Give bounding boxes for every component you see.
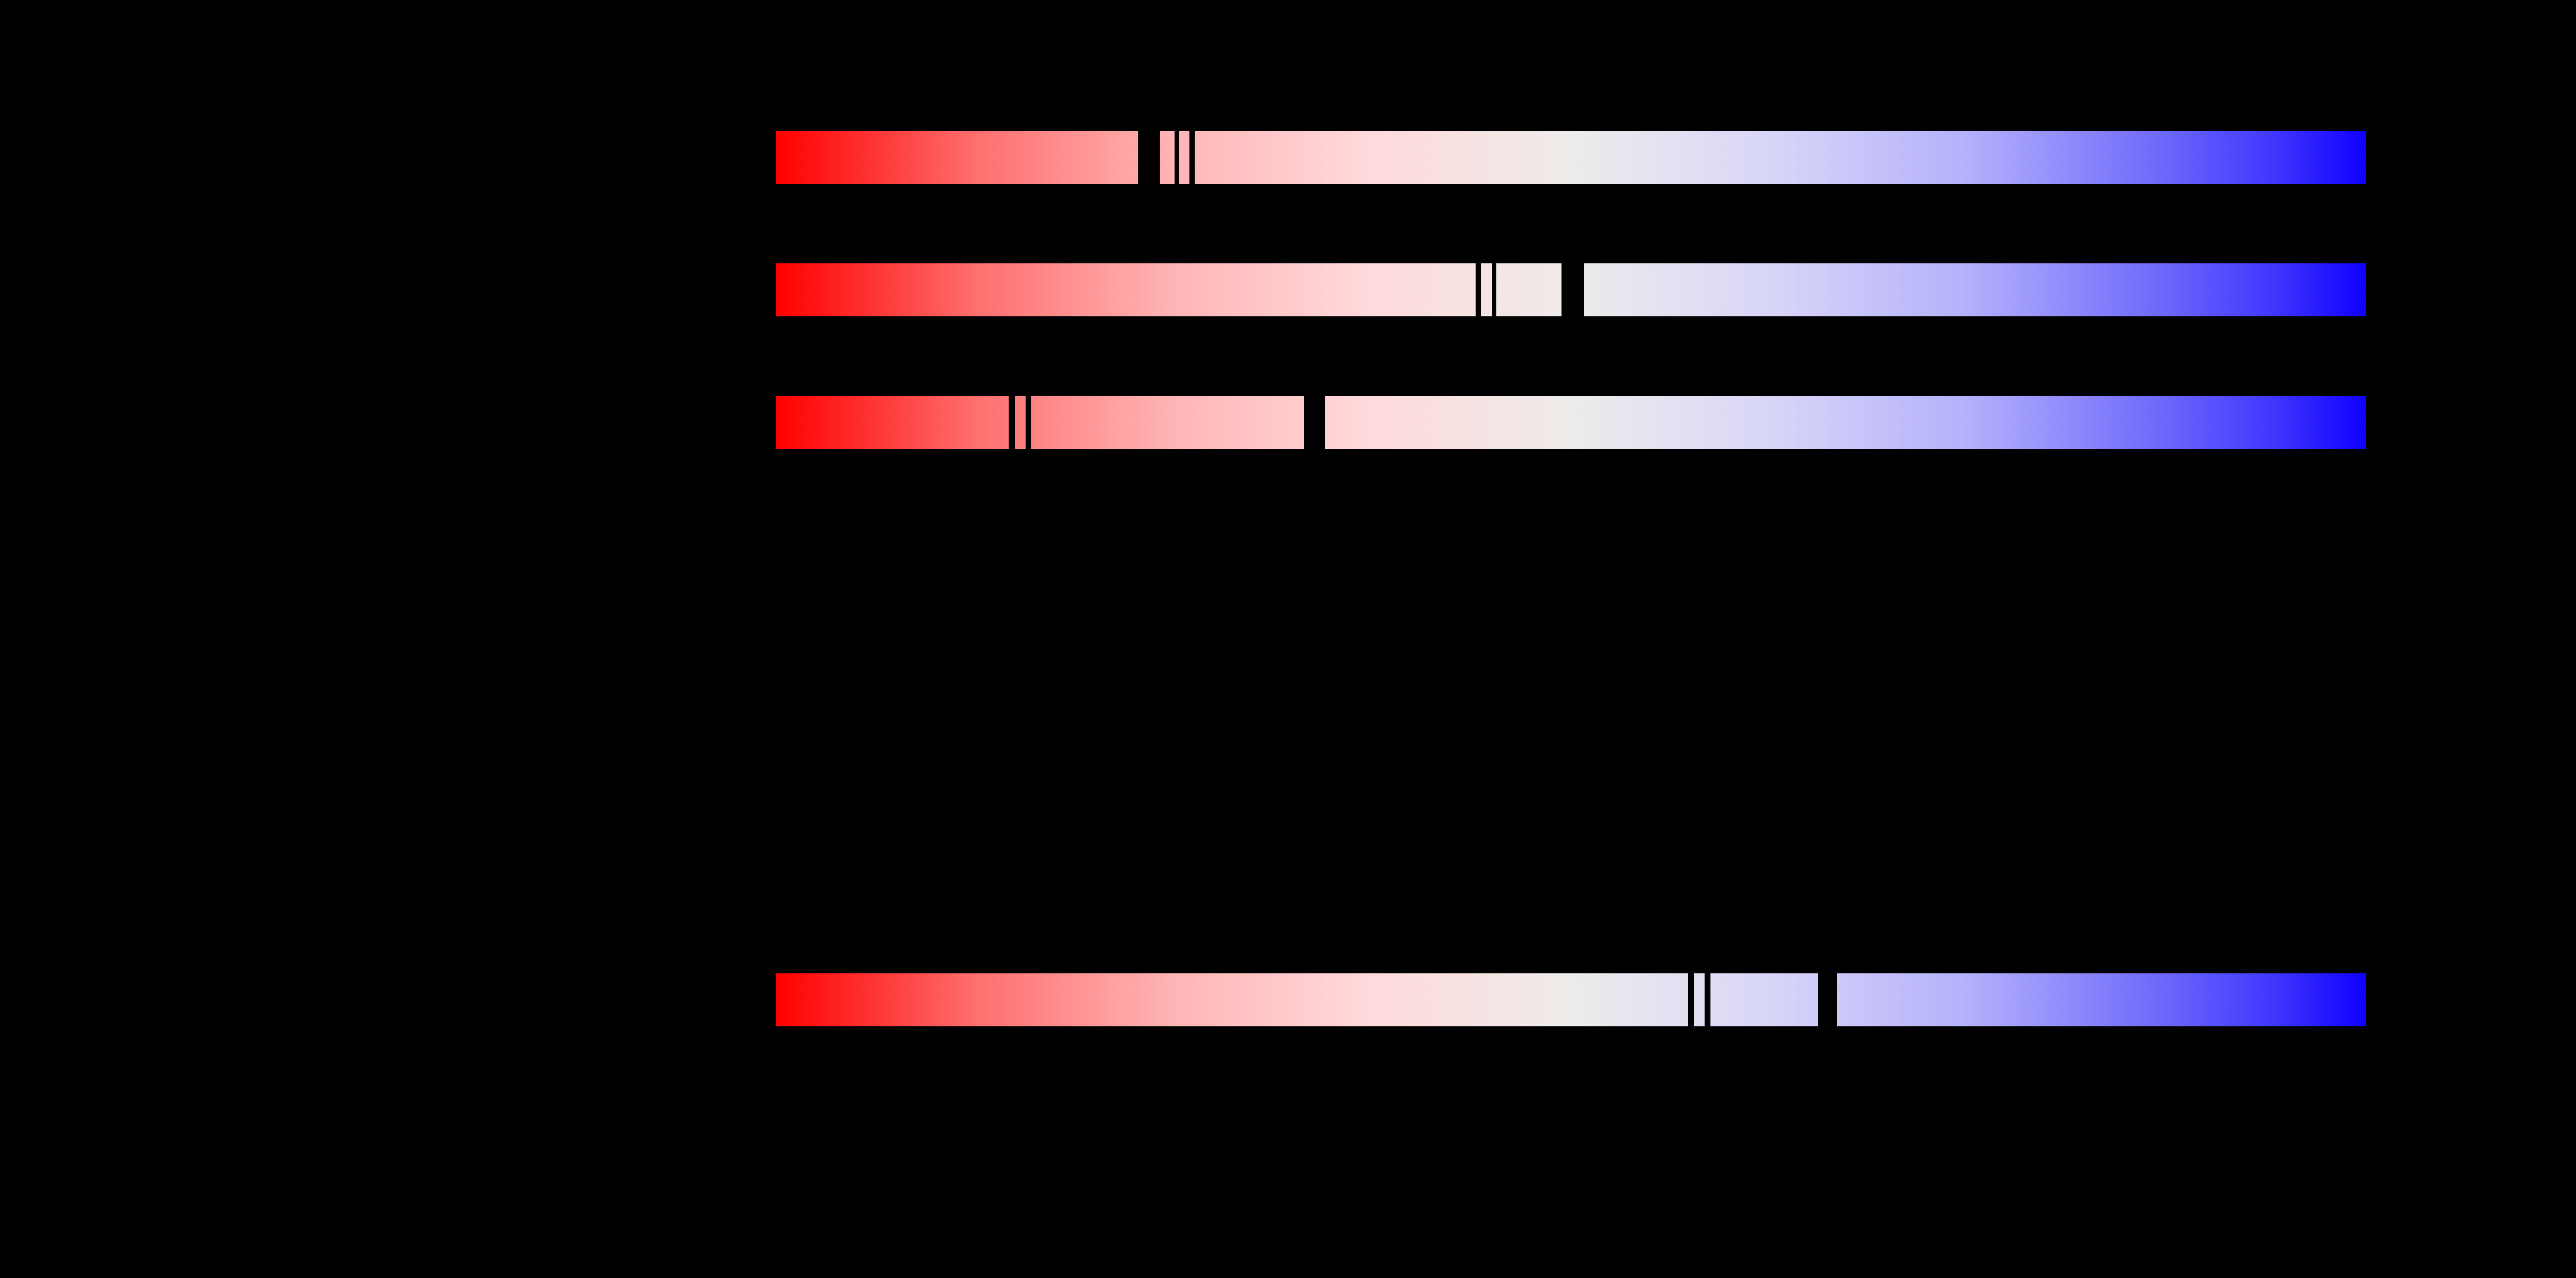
gradient-bar-row-3 xyxy=(776,396,2366,449)
marker-tick-wide xyxy=(1562,263,1584,316)
marker-tick-thin xyxy=(1175,131,1179,184)
marker-tick-thin xyxy=(1026,396,1031,449)
marker-tick-wide xyxy=(1304,396,1325,449)
marker-tick-thin xyxy=(1009,396,1015,449)
gradient-bar-row-1 xyxy=(776,131,2366,184)
gradient-bar-row-4 xyxy=(776,973,2366,1026)
marker-tick-thin xyxy=(1492,263,1496,316)
marker-tick-thin xyxy=(1476,263,1481,316)
marker-tick-wide xyxy=(1818,973,1837,1026)
marker-tick-thin xyxy=(1189,131,1195,184)
marker-tick-thin xyxy=(1688,973,1694,1026)
marker-tick-thin xyxy=(1705,973,1710,1026)
gradient-bar-row-2 xyxy=(776,263,2366,316)
marker-tick-wide xyxy=(1138,131,1160,184)
